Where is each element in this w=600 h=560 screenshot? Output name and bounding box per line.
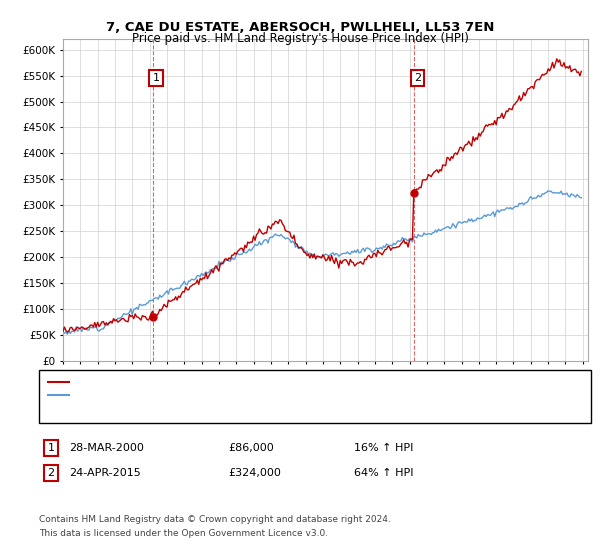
Text: £324,000: £324,000	[228, 468, 281, 478]
Text: £86,000: £86,000	[228, 443, 274, 453]
Text: 28-MAR-2000: 28-MAR-2000	[69, 443, 144, 453]
Text: 1: 1	[47, 443, 55, 453]
Text: 7, CAE DU ESTATE, ABERSOCH, PWLLHELI, LL53 7EN (detached house): 7, CAE DU ESTATE, ABERSOCH, PWLLHELI, LL…	[73, 377, 440, 387]
Text: Price paid vs. HM Land Registry's House Price Index (HPI): Price paid vs. HM Land Registry's House …	[131, 32, 469, 45]
Text: Contains HM Land Registry data © Crown copyright and database right 2024.
This d: Contains HM Land Registry data © Crown c…	[39, 515, 391, 538]
Text: 16% ↑ HPI: 16% ↑ HPI	[354, 443, 413, 453]
Text: 24-APR-2015: 24-APR-2015	[69, 468, 141, 478]
Text: 64% ↑ HPI: 64% ↑ HPI	[354, 468, 413, 478]
Text: 1: 1	[152, 73, 160, 83]
Text: 7, CAE DU ESTATE, ABERSOCH, PWLLHELI, LL53 7EN: 7, CAE DU ESTATE, ABERSOCH, PWLLHELI, LL…	[106, 21, 494, 34]
Text: 2: 2	[414, 73, 421, 83]
Text: HPI: Average price, detached house, Gwynedd: HPI: Average price, detached house, Gwyn…	[73, 390, 315, 400]
Text: 2: 2	[47, 468, 55, 478]
